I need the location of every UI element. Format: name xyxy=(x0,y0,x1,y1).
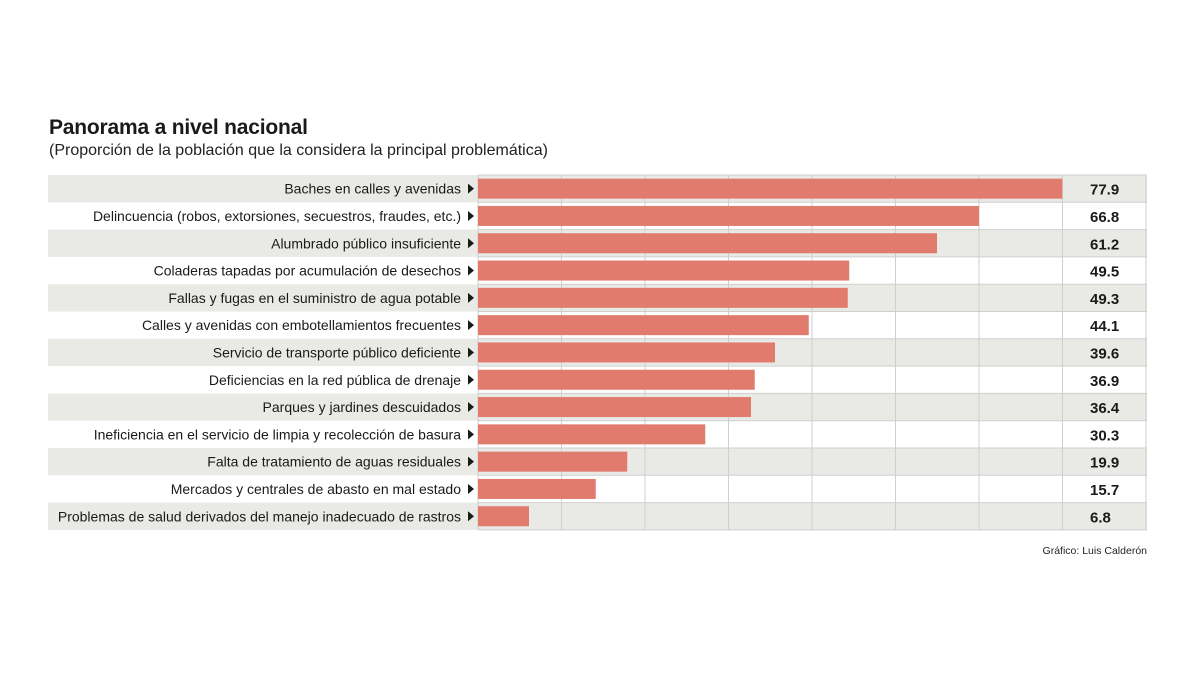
bar xyxy=(478,506,529,527)
value-label: 49.5 xyxy=(1090,264,1119,281)
bar xyxy=(478,233,937,254)
row-arrow xyxy=(468,183,474,194)
bar xyxy=(478,478,596,499)
value-label: 44.1 xyxy=(1090,318,1119,335)
value-label: 39.6 xyxy=(1090,345,1119,362)
row-arrow xyxy=(468,238,474,249)
row-arrow xyxy=(468,347,474,358)
row-arrow xyxy=(468,292,474,303)
bar xyxy=(478,260,850,281)
value-label: 66.8 xyxy=(1090,209,1119,226)
category-label: Parques y jardines descuidados xyxy=(263,399,461,415)
value-label: 36.9 xyxy=(1090,373,1119,390)
value-label: 19.9 xyxy=(1090,455,1119,472)
value-label: 36.4 xyxy=(1090,400,1120,417)
category-label: Falta de tratamiento de aguas residuales xyxy=(207,454,461,470)
category-label: Deficiencias en la red pública de drenaj… xyxy=(209,372,461,388)
bar xyxy=(478,178,1063,199)
category-label: Alumbrado público insuficiente xyxy=(271,235,461,251)
bar xyxy=(478,451,628,472)
bar xyxy=(478,287,848,308)
bar xyxy=(478,369,755,390)
category-label: Delincuencia (robos, extorsiones, secues… xyxy=(93,208,461,224)
value-label: 6.8 xyxy=(1090,509,1111,526)
row-arrow xyxy=(468,402,474,413)
bar xyxy=(478,424,706,445)
row-arrow xyxy=(468,265,474,276)
row-arrow xyxy=(468,511,474,522)
bar xyxy=(478,342,775,363)
category-label: Coladeras tapadas por acumulación de des… xyxy=(154,263,461,279)
bar xyxy=(478,315,809,336)
value-label: 30.3 xyxy=(1090,427,1119,444)
row-shade xyxy=(48,502,1147,530)
category-label: Problemas de salud derivados del manejo … xyxy=(58,508,461,524)
value-label: 77.9 xyxy=(1090,182,1119,199)
row-arrow xyxy=(468,483,474,494)
category-label: Ineficiencia en el servicio de limpia y … xyxy=(94,426,462,442)
chart-credit: Gráfico: Luis Calderón xyxy=(1042,545,1147,557)
category-label: Fallas y fugas en el suministro de agua … xyxy=(168,290,461,306)
value-label: 61.2 xyxy=(1090,236,1119,253)
chart-title: Panorama a nivel nacional xyxy=(49,116,308,139)
bar xyxy=(478,205,979,226)
category-label: Baches en calles y avenidas xyxy=(284,181,461,197)
row-arrow xyxy=(468,429,474,440)
category-label: Mercados y centrales de abasto en mal es… xyxy=(171,481,461,497)
row-arrow xyxy=(468,456,474,467)
bar xyxy=(478,397,751,418)
row-arrow xyxy=(468,374,474,385)
category-label: Servicio de transporte público deficient… xyxy=(213,344,461,360)
chart-subtitle: (Proporción de la población que la consi… xyxy=(49,142,548,159)
value-label: 49.3 xyxy=(1090,291,1119,308)
value-label: 15.7 xyxy=(1090,482,1119,499)
row-arrow xyxy=(468,210,474,221)
row-arrow xyxy=(468,320,474,331)
category-label: Calles y avenidas con embotellamientos f… xyxy=(142,317,461,333)
